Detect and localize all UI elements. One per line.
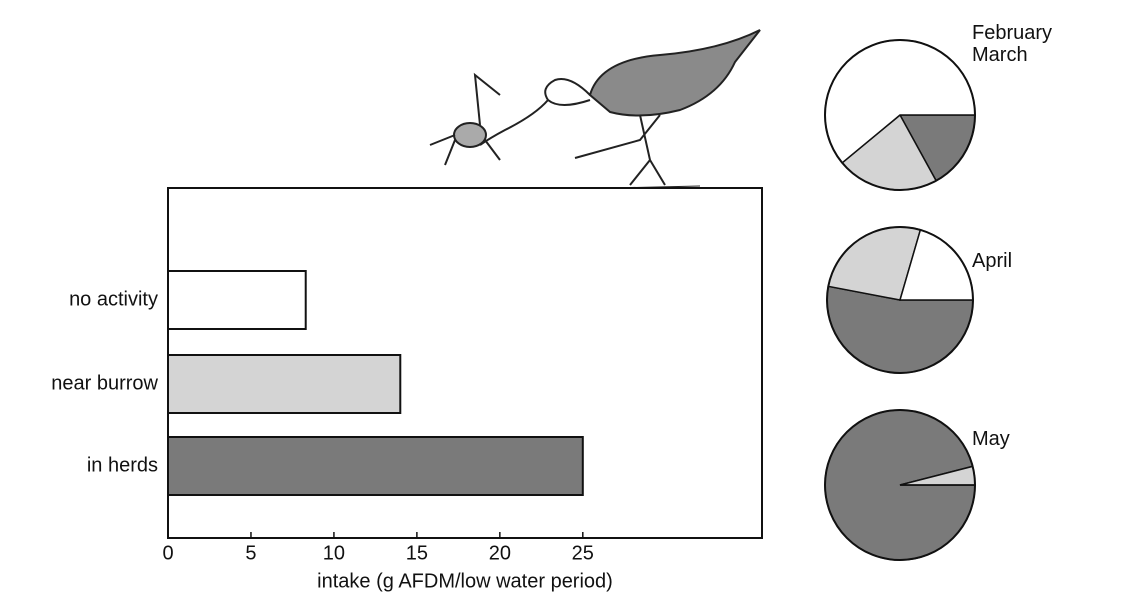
y-tick-label: in herds [87, 454, 158, 476]
bird-illustration [430, 30, 760, 188]
chart: intake (g AFDM/low water period) 0 5 10 15 2… [0, 0, 1144, 604]
pie-title: February March [972, 22, 1092, 66]
x-tick-label: 15 [406, 542, 428, 564]
page: intake (g AFDM/low water period) 0 5 10 15 2… [0, 0, 1144, 604]
x-tick-label: 20 [489, 542, 511, 564]
x-tick-label: 25 [572, 542, 594, 564]
bar [168, 437, 583, 495]
bar [168, 271, 306, 329]
bar [168, 355, 400, 413]
x-tick-label: 0 [162, 542, 173, 564]
x-axis-label: intake (g AFDM/low water period) [317, 570, 613, 592]
x-tick-label: 5 [245, 542, 256, 564]
y-tick-label: no activity [69, 288, 158, 310]
x-tick-label: 10 [323, 542, 345, 564]
pie-title: April [972, 250, 1092, 272]
pie-title: May [972, 428, 1092, 450]
y-tick-label: near burrow [51, 372, 158, 394]
